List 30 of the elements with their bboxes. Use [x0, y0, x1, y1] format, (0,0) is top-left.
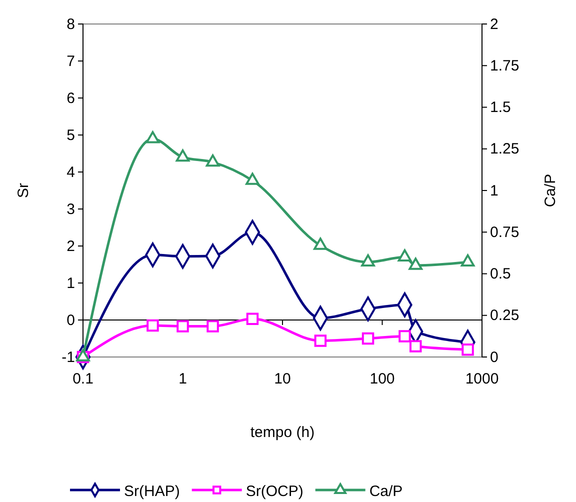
y-tick-label: 6 [66, 90, 75, 107]
legend-label: Ca/P [369, 483, 403, 500]
x-axis-title: tempo (h) [250, 424, 315, 441]
y2-tick-label: 2 [490, 16, 498, 33]
y2-tick-label: 1 [490, 182, 498, 200]
legend-label: Sr(OCP) [246, 483, 304, 500]
x-tick-label: 1 [178, 370, 187, 388]
y2-tick-label: 0 [490, 348, 498, 366]
y-tick-label: 2 [66, 238, 75, 255]
y2-tick-label: 1.5 [490, 99, 511, 116]
x-tick-label: 100 [370, 370, 395, 388]
y2-tick-label: 1.75 [490, 57, 520, 74]
y2-tick-label: 0.5 [490, 266, 511, 283]
y-tick-label: 4 [66, 164, 75, 181]
x-tick-label: 10 [274, 370, 291, 388]
x-tick-label: 1000 [465, 370, 499, 388]
y-tick-label: -1 [62, 348, 75, 366]
y-tick-label: 1 [66, 274, 75, 292]
y-tick-label: 0 [66, 312, 75, 329]
legend-label: Sr(HAP) [124, 483, 180, 500]
y-tick-label: 5 [66, 126, 75, 144]
y-tick-label: 7 [66, 52, 75, 70]
x-tick-label: 0.1 [72, 370, 94, 388]
y2-tick-label: 0.25 [490, 307, 520, 324]
y2-tick-label: 0.75 [490, 224, 520, 241]
y2-axis-title: Ca/P [542, 174, 559, 208]
y-axis-title: Sr [15, 182, 32, 198]
y-tick-label: 3 [66, 200, 75, 218]
y-tick-label: 8 [66, 16, 75, 33]
y2-tick-label: 1.25 [490, 140, 520, 158]
